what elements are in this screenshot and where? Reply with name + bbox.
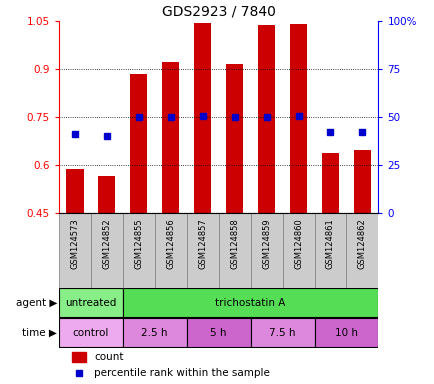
Bar (218, 213, 250, 288)
Text: GSM124852: GSM124852 (102, 219, 111, 269)
Text: trichostatin A: trichostatin A (215, 298, 285, 308)
Bar (59, 213, 91, 288)
Text: GSM124855: GSM124855 (134, 219, 143, 269)
Bar (314, 318, 378, 347)
Text: GSM124861: GSM124861 (325, 219, 334, 270)
Bar (161, 62, 179, 213)
Bar (122, 288, 378, 317)
Bar (91, 213, 122, 288)
Text: control: control (72, 328, 108, 338)
Bar (282, 213, 314, 288)
Text: GSM124862: GSM124862 (357, 219, 366, 270)
Bar (346, 213, 378, 288)
Bar (186, 318, 250, 347)
Bar (314, 213, 345, 288)
Text: GSM124860: GSM124860 (293, 219, 302, 270)
Title: GDS2923 / 7840: GDS2923 / 7840 (161, 4, 275, 18)
Text: 5 h: 5 h (210, 328, 226, 338)
Bar (250, 213, 282, 288)
Text: untreated: untreated (65, 298, 116, 308)
Bar (130, 74, 147, 213)
Text: 10 h: 10 h (334, 328, 357, 338)
Text: percentile rank within the sample: percentile rank within the sample (94, 368, 269, 378)
Text: GSM124859: GSM124859 (261, 219, 270, 269)
Text: count: count (94, 352, 123, 362)
Text: GSM124573: GSM124573 (70, 219, 79, 270)
Text: 7.5 h: 7.5 h (269, 328, 295, 338)
Bar (257, 25, 275, 213)
Bar (98, 176, 115, 213)
Bar (66, 169, 83, 213)
Bar (186, 213, 218, 288)
Bar (59, 318, 122, 347)
Bar (71, 352, 85, 362)
Text: time ▶: time ▶ (22, 328, 57, 338)
Bar (122, 318, 186, 347)
Bar (289, 24, 306, 213)
Text: GSM124856: GSM124856 (166, 219, 175, 270)
Bar (250, 318, 314, 347)
Bar (59, 288, 122, 317)
Text: GSM124857: GSM124857 (197, 219, 207, 270)
Bar (353, 150, 370, 213)
Text: agent ▶: agent ▶ (16, 298, 57, 308)
Bar (155, 213, 186, 288)
Text: 2.5 h: 2.5 h (141, 328, 168, 338)
Bar (321, 152, 339, 213)
Bar (225, 64, 243, 213)
Text: GSM124858: GSM124858 (230, 219, 239, 270)
Bar (194, 23, 211, 213)
Bar (122, 213, 155, 288)
